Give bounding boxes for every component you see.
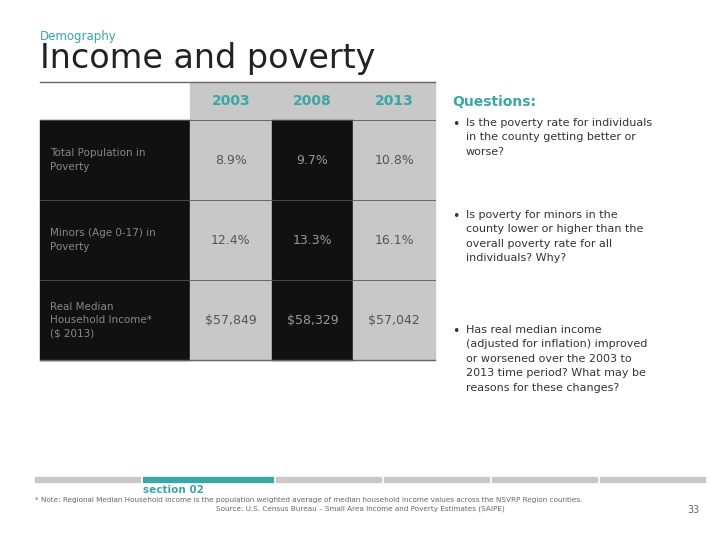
Bar: [190, 200, 271, 280]
Bar: [354, 280, 435, 360]
Bar: [354, 120, 435, 200]
Bar: [190, 120, 271, 200]
Text: •: •: [452, 118, 459, 131]
Text: Real Median
Household Income*
($ 2013): Real Median Household Income* ($ 2013): [50, 302, 152, 338]
Text: Is the poverty rate for individuals
in the county getting better or
worse?: Is the poverty rate for individuals in t…: [466, 118, 652, 157]
Bar: [190, 280, 271, 360]
Text: 2003: 2003: [212, 94, 250, 108]
Text: * Note: Regional Median Household income is the population weighted average of m: * Note: Regional Median Household income…: [35, 497, 582, 503]
Text: Source: U.S. Census Bureau – Small Area Income and Poverty Estimates (SAIPE): Source: U.S. Census Bureau – Small Area …: [215, 505, 505, 511]
Text: 8.9%: 8.9%: [215, 153, 247, 166]
Text: 10.8%: 10.8%: [374, 153, 414, 166]
Bar: [40, 200, 190, 280]
Text: Minors (Age 0-17) in
Poverty: Minors (Age 0-17) in Poverty: [50, 228, 156, 252]
Bar: [40, 120, 190, 200]
Bar: [143, 477, 273, 482]
Text: $58,329: $58,329: [287, 314, 338, 327]
Text: 13.3%: 13.3%: [293, 233, 333, 246]
Text: Demography: Demography: [40, 30, 117, 43]
Bar: [354, 200, 435, 280]
Bar: [271, 280, 354, 360]
Bar: [40, 280, 190, 360]
Text: Total Population in
Poverty: Total Population in Poverty: [50, 148, 145, 172]
Text: 12.4%: 12.4%: [211, 233, 251, 246]
Text: •: •: [452, 325, 459, 338]
Text: 2008: 2008: [293, 94, 332, 108]
Text: Questions:: Questions:: [452, 95, 536, 109]
Bar: [276, 477, 381, 482]
Bar: [271, 120, 354, 200]
Bar: [384, 477, 489, 482]
Text: Has real median income
(adjusted for inflation) improved
or worsened over the 20: Has real median income (adjusted for inf…: [466, 325, 647, 393]
Text: Income and poverty: Income and poverty: [40, 42, 375, 75]
Text: section 02: section 02: [143, 485, 204, 495]
Bar: [35, 477, 140, 482]
Bar: [492, 477, 597, 482]
Text: 33: 33: [688, 505, 700, 515]
Bar: [271, 200, 354, 280]
Bar: [190, 82, 435, 120]
Text: $57,042: $57,042: [369, 314, 420, 327]
Text: 9.7%: 9.7%: [297, 153, 328, 166]
Text: 2013: 2013: [375, 94, 413, 108]
Text: $57,849: $57,849: [205, 314, 257, 327]
Text: 16.1%: 16.1%: [374, 233, 414, 246]
Bar: [600, 477, 705, 482]
Text: •: •: [452, 210, 459, 223]
Text: Is poverty for minors in the
county lower or higher than the
overall poverty rat: Is poverty for minors in the county lowe…: [466, 210, 644, 263]
